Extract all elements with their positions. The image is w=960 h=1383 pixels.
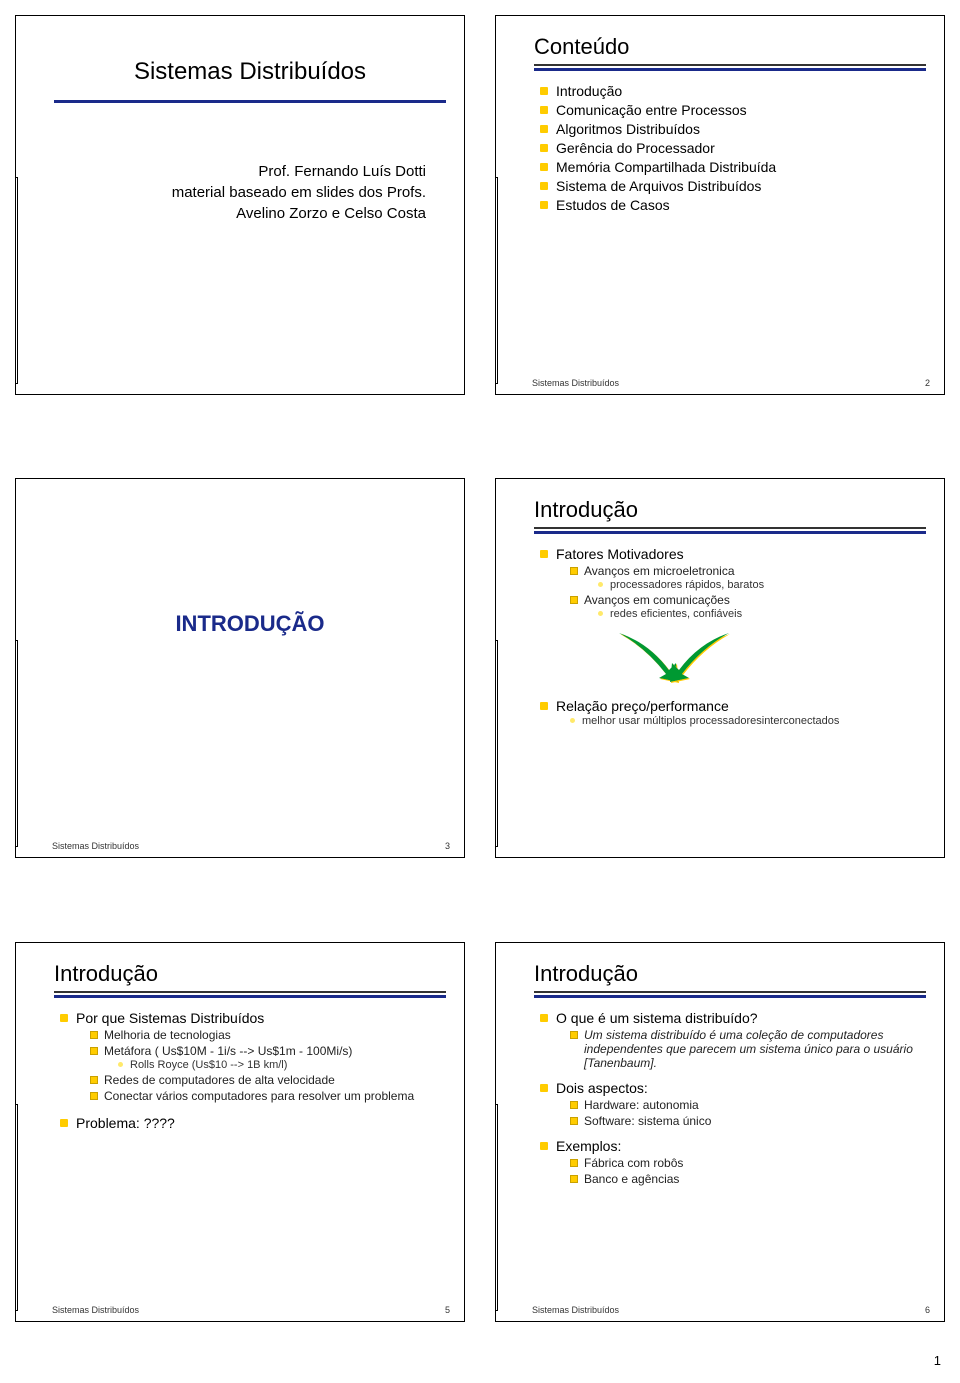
item-text: Dois aspectos: <box>556 1080 648 1096</box>
slide1-title: Sistemas Distribuídos <box>54 58 446 86</box>
slide-5: Faculdade de Informática - PUCRS Introdu… <box>15 942 465 1322</box>
item-text: Avanços em microeletronica <box>584 564 735 578</box>
list-item: Metáfora ( Us$10M - 1i/s --> Us$1m - 100… <box>90 1044 446 1071</box>
footer-course: Sistemas Distribuídos <box>52 841 139 851</box>
blue-divider <box>534 68 926 71</box>
footer-page: 5 <box>445 1305 450 1315</box>
thin-divider <box>54 991 446 993</box>
faculty-vertical-label: Faculdade de Informática - PUCRS <box>495 1103 498 1310</box>
item-text: O que é um sistema distribuído? <box>556 1010 758 1026</box>
slide4-list2: Relação preço/performance melhor usar mú… <box>540 698 926 727</box>
slide-2: Faculdade de Informática - PUCRS Conteúd… <box>495 15 945 395</box>
slide1-authors: Prof. Fernando Luís Dotti material basea… <box>54 163 446 222</box>
item-text: Por que Sistemas Distribuídos <box>76 1010 264 1026</box>
footer-course: Sistemas Distribuídos <box>52 1305 139 1315</box>
list-item: Algoritmos Distribuídos <box>540 121 926 137</box>
list-item: Exemplos: Fábrica com robôs Banco e agên… <box>540 1138 926 1186</box>
list-item: Por que Sistemas Distribuídos Melhoria d… <box>60 1010 446 1103</box>
list-item: Software: sistema único <box>570 1114 926 1128</box>
slide-footer: Sistemas Distribuídos 3 <box>52 841 450 851</box>
list-item: Dois aspectos: Hardware: autonomia Softw… <box>540 1080 926 1128</box>
footer-page: 3 <box>445 841 450 851</box>
author-line: Prof. Fernando Luís Dotti <box>54 163 426 180</box>
converging-arrows-icon <box>614 628 734 688</box>
slide-1: Faculdade de Informática - PUCRS Sistema… <box>15 15 465 395</box>
list-item: Melhoria de tecnologias <box>90 1028 446 1042</box>
list-item: Um sistema distribuído é uma coleção de … <box>570 1028 926 1070</box>
list-item: Conectar vários computadores para resolv… <box>90 1089 446 1103</box>
slide5-header: Introdução <box>54 961 446 987</box>
footer-page: 2 <box>925 378 930 388</box>
item-text: Exemplos: <box>556 1138 621 1154</box>
handout-grid: Faculdade de Informática - PUCRS Sistema… <box>15 15 945 1345</box>
slide6-header: Introdução <box>534 961 926 987</box>
slide5-list: Por que Sistemas Distribuídos Melhoria d… <box>60 1010 446 1131</box>
blue-divider <box>54 100 446 103</box>
blue-divider <box>534 531 926 534</box>
faculty-vertical-label: Faculdade de Informática - PUCRS <box>495 640 498 847</box>
list-item: processadores rápidos, baratos <box>598 579 926 591</box>
list-item: Banco e agências <box>570 1172 926 1186</box>
slide-footer: Sistemas Distribuídos 2 <box>532 378 930 388</box>
blue-divider <box>534 995 926 998</box>
slide-4: Faculdade de Informática - PUCRS Introdu… <box>495 478 945 858</box>
list-item: Hardware: autonomia <box>570 1098 926 1112</box>
slide2-header: Conteúdo <box>534 34 926 60</box>
item-text: Metáfora ( Us$10M - 1i/s --> Us$1m - 100… <box>104 1044 352 1058</box>
faculty-vertical-label: Faculdade de Informática - PUCRS <box>15 1103 18 1310</box>
list-item: Sistema de Arquivos Distribuídos <box>540 178 926 194</box>
item-text: Fatores Motivadores <box>556 546 684 562</box>
list-item: Fatores Motivadores Avanços em microelet… <box>540 546 926 620</box>
faculty-vertical-label: Faculdade de Informática - PUCRS <box>15 177 18 384</box>
thin-divider <box>534 64 926 66</box>
slide4-list: Fatores Motivadores Avanços em microelet… <box>540 546 926 620</box>
author-line: Avelino Zorzo e Celso Costa <box>54 205 426 222</box>
list-item: Problema: ???? <box>60 1115 446 1131</box>
list-item: Redes de computadores de alta velocidade <box>90 1073 446 1087</box>
author-line: material baseado em slides dos Profs. <box>54 184 426 201</box>
thin-divider <box>534 527 926 529</box>
list-item: Avanços em microeletronica processadores… <box>570 564 926 591</box>
faculty-vertical-label: Faculdade de Informática - PUCRS <box>495 177 498 384</box>
list-item: Memória Compartilhada Distribuída <box>540 159 926 175</box>
list-item: Introdução <box>540 83 926 99</box>
list-item: Gerência do Processador <box>540 140 926 156</box>
slide-footer: Sistemas Distribuídos 6 <box>532 1305 930 1315</box>
thin-divider <box>534 991 926 993</box>
list-item: Fábrica com robôs <box>570 1156 926 1170</box>
slide6-list: O que é um sistema distribuído? Um siste… <box>540 1010 926 1186</box>
slide4-header: Introdução <box>534 497 926 523</box>
list-item: Rolls Royce (Us$10 --> 1B km/l) <box>118 1059 446 1071</box>
list-item: Estudos de Casos <box>540 197 926 213</box>
list-item: melhor usar múltiplos processadoresinter… <box>570 715 926 727</box>
footer-page: 6 <box>925 1305 930 1315</box>
slide3-big-label: INTRODUÇÃO <box>54 611 446 637</box>
list-item: Comunicação entre Processos <box>540 102 926 118</box>
slide2-list: Introdução Comunicação entre Processos A… <box>540 83 926 213</box>
footer-course: Sistemas Distribuídos <box>532 1305 619 1315</box>
list-item: redes eficientes, confiáveis <box>598 608 926 620</box>
item-text: Relação preço/performance <box>556 698 729 714</box>
slide-6: Faculdade de Informática - PUCRS Introdu… <box>495 942 945 1322</box>
slide-footer: Sistemas Distribuídos 5 <box>52 1305 450 1315</box>
list-item: Relação preço/performance melhor usar mú… <box>540 698 926 727</box>
footer-course: Sistemas Distribuídos <box>532 378 619 388</box>
list-item: Avanços em comunicações redes eficientes… <box>570 593 926 620</box>
item-text: Avanços em comunicações <box>584 593 730 607</box>
blue-divider <box>54 995 446 998</box>
list-item: O que é um sistema distribuído? Um siste… <box>540 1010 926 1070</box>
slide-3: Faculdade de Informática - PUCRS INTRODU… <box>15 478 465 858</box>
faculty-vertical-label: Faculdade de Informática - PUCRS <box>15 640 18 847</box>
handout-page-number: 1 <box>15 1353 945 1368</box>
